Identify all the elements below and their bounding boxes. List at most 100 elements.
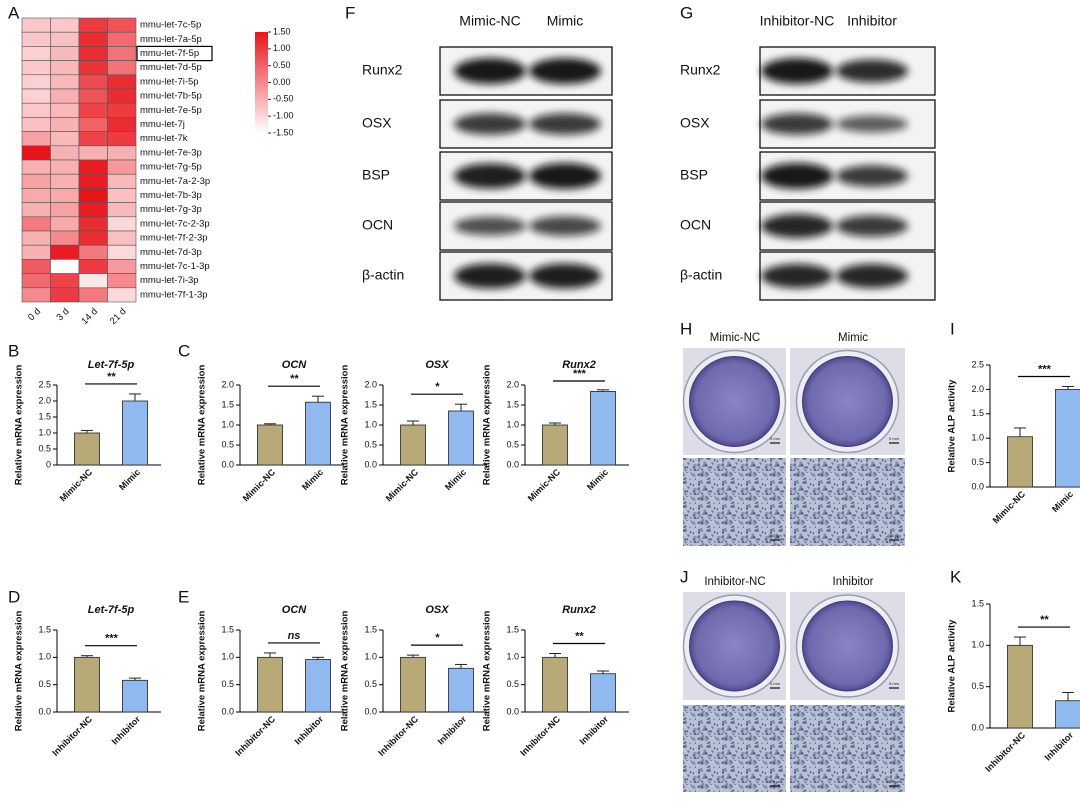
row-label: mmu-let-7f-1-3p bbox=[140, 289, 208, 300]
heatmap-cell bbox=[50, 74, 80, 90]
blot-band bbox=[836, 165, 908, 187]
heatmap-cell bbox=[50, 216, 80, 232]
y-tick-label: 1.0 bbox=[221, 652, 234, 662]
error-bar bbox=[1014, 636, 1026, 646]
colorbar bbox=[255, 32, 268, 133]
protein-label: BSP bbox=[680, 167, 708, 183]
scale-text: 5 mm bbox=[770, 681, 781, 686]
error-bar bbox=[81, 655, 93, 658]
panel-label: B bbox=[8, 341, 19, 360]
heatmap-cell bbox=[78, 216, 108, 232]
heatmap-cell bbox=[78, 230, 108, 246]
y-axis-label: Relative mRNA expression bbox=[482, 365, 493, 486]
colorbar-label: -1.50 bbox=[273, 127, 294, 137]
blot-band bbox=[529, 58, 601, 84]
row-label: mmu-let-7b-3p bbox=[140, 190, 202, 201]
y-tick-label: 0.5 bbox=[364, 679, 377, 689]
heatmap-cell bbox=[78, 117, 108, 132]
blot-band bbox=[454, 263, 526, 289]
row-label: mmu-let-7g-3p bbox=[140, 204, 202, 215]
heatmap-cell bbox=[21, 216, 51, 232]
heatmap-cell bbox=[78, 188, 108, 203]
row-label: mmu-let-7d-3p bbox=[140, 247, 202, 258]
blot-band bbox=[529, 163, 601, 189]
bar bbox=[448, 410, 474, 466]
blot-band bbox=[761, 113, 833, 135]
heatmap-cell bbox=[107, 159, 137, 175]
y-tick-label: 0.0 bbox=[364, 459, 377, 469]
y-tick-label: 1.5 bbox=[364, 624, 377, 634]
y-tick-label: 2.0 bbox=[506, 379, 519, 389]
error-bar bbox=[264, 652, 276, 658]
row-label: mmu-let-7c-2-3p bbox=[140, 218, 210, 229]
protein-label: β-actin bbox=[680, 267, 722, 283]
y-tick-label: 0.5 bbox=[221, 439, 234, 449]
scale-text: 5 mm bbox=[889, 681, 900, 686]
protein-label: BSP bbox=[362, 167, 390, 183]
y-tick-label: 1.5 bbox=[221, 399, 234, 409]
protein-label: OSX bbox=[362, 115, 392, 131]
blot-band bbox=[836, 215, 908, 237]
heatmap-cell bbox=[78, 202, 108, 218]
heatmap-cell bbox=[78, 273, 108, 289]
bar bbox=[122, 679, 148, 713]
bar bbox=[257, 424, 283, 466]
heatmap-cell bbox=[107, 17, 137, 33]
heatmap-cell bbox=[21, 244, 51, 260]
heatmap-cell bbox=[107, 244, 137, 260]
heatmap-cell bbox=[50, 230, 80, 246]
panel-label: J bbox=[680, 567, 689, 586]
row-label: mmu-let-7j bbox=[140, 119, 185, 130]
panel-label: G bbox=[680, 3, 693, 22]
heatmap-cell bbox=[21, 131, 51, 147]
y-tick-label: 0.5 bbox=[506, 679, 519, 689]
y-axis-label: Relative ALP activity bbox=[947, 619, 958, 713]
error-bar bbox=[312, 395, 324, 403]
row-label: mmu-let-7c-5p bbox=[140, 20, 201, 31]
heatmap-cell bbox=[107, 131, 137, 147]
error-bar bbox=[1014, 427, 1026, 437]
y-tick-label: 1.0 bbox=[971, 640, 984, 650]
heatmap-cell bbox=[50, 173, 80, 189]
group-label: Mimic-NC bbox=[710, 332, 760, 344]
colorbar-label: -1.00 bbox=[273, 111, 294, 121]
heatmap-cell bbox=[50, 17, 80, 33]
heatmap-cell bbox=[21, 230, 51, 246]
row-label: mmu-let-7i-5p bbox=[140, 76, 199, 87]
heatmap-cell bbox=[107, 88, 137, 104]
y-tick-label: 0.0 bbox=[506, 706, 519, 716]
significance: ns bbox=[288, 630, 301, 642]
bar bbox=[1055, 700, 1080, 729]
error-bar bbox=[455, 403, 467, 411]
blot-band bbox=[836, 115, 908, 133]
significance: ** bbox=[290, 373, 299, 385]
panel-label: A bbox=[8, 3, 20, 22]
heatmap-cell bbox=[50, 60, 80, 76]
heatmap-cell bbox=[107, 46, 137, 61]
y-tick-label: 2.0 bbox=[971, 384, 984, 394]
significance: ** bbox=[1040, 614, 1049, 626]
row-label: mmu-let-7i-3p bbox=[140, 275, 199, 286]
blot-band bbox=[529, 216, 601, 236]
row-label: mmu-let-7a-5p bbox=[140, 34, 202, 45]
scale-text: 5 mm bbox=[889, 436, 900, 441]
y-tick-label: 0.5 bbox=[221, 679, 234, 689]
heatmap-cell bbox=[21, 46, 51, 61]
y-tick-label: 1.0 bbox=[971, 433, 984, 443]
panel-label: K bbox=[950, 567, 962, 586]
micro-photo bbox=[683, 705, 786, 792]
micro-photo bbox=[790, 705, 905, 792]
y-tick-label: 1.5 bbox=[971, 598, 984, 608]
heatmap-cell bbox=[78, 287, 108, 303]
heatmap-cell bbox=[21, 60, 51, 76]
y-tick-label: 0.5 bbox=[364, 439, 377, 449]
heatmap-cell bbox=[50, 46, 80, 61]
heatmap-cell bbox=[107, 74, 137, 90]
panel-label: H bbox=[680, 319, 692, 338]
row-label: mmu-let-7k bbox=[140, 133, 188, 144]
y-axis-label: Relative mRNA expression bbox=[340, 611, 351, 732]
panel-label: D bbox=[8, 587, 20, 606]
micro-photo bbox=[683, 458, 786, 546]
protein-label: Runx2 bbox=[680, 62, 721, 78]
significance: * bbox=[435, 381, 440, 393]
